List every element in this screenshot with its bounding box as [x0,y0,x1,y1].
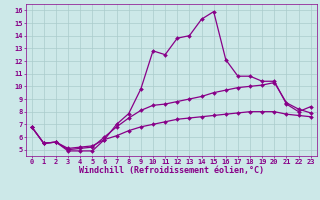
X-axis label: Windchill (Refroidissement éolien,°C): Windchill (Refroidissement éolien,°C) [79,166,264,175]
